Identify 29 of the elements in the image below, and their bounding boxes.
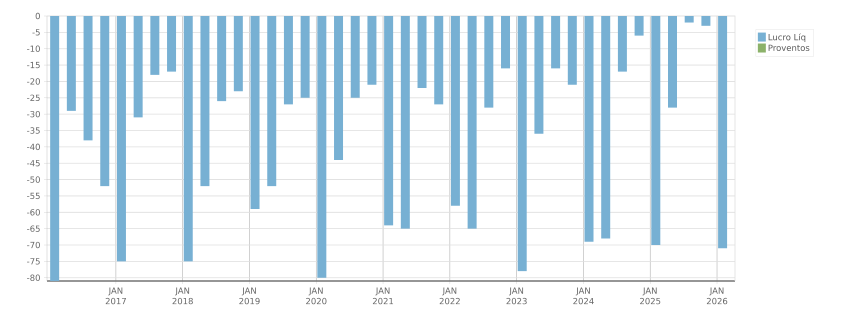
x-tick-label: JAN 2023: [506, 288, 527, 304]
y-tick-label: -80: [27, 274, 40, 281]
legend-label: Proventos: [768, 44, 810, 51]
x-tick-label: JAN 2021: [372, 288, 394, 304]
y-tick-label: -35: [27, 127, 40, 134]
y-tick-label: -15: [27, 62, 40, 68]
y-tick-label: -50: [27, 176, 40, 183]
y-tick-label: -60: [27, 209, 40, 216]
y-tick-label: -55: [27, 192, 40, 200]
legend-label: Lucro Líq: [768, 33, 806, 42]
y-tick-label: 0: [36, 12, 40, 20]
y-tick-label: -10: [27, 46, 40, 52]
x-tick-label: JAN 2017: [106, 288, 126, 304]
x-tick-label: JAN 2018: [172, 288, 193, 304]
y-tick-label: -70: [27, 242, 40, 248]
x-tick-label: JAN 2020: [306, 288, 326, 304]
y-tick-label: -75: [27, 258, 40, 265]
x-tick-label: JAN 2026: [706, 288, 728, 304]
y-tick-label: -45: [27, 160, 40, 166]
x-tick-label: JAN 2025: [640, 288, 660, 304]
x-tick-label: JAN 2019: [239, 288, 260, 304]
y-tick-label: -40: [27, 144, 40, 150]
y-tick-label: -20: [27, 78, 40, 85]
y-tick-label: -30: [27, 110, 40, 118]
x-tick-label: JAN 2022: [440, 288, 460, 304]
y-tick-label: -5: [32, 29, 40, 36]
y-tick-label: -65: [27, 225, 40, 232]
y-tick-label: -25: [27, 94, 40, 101]
x-tick-label: JAN 2024: [573, 288, 594, 304]
